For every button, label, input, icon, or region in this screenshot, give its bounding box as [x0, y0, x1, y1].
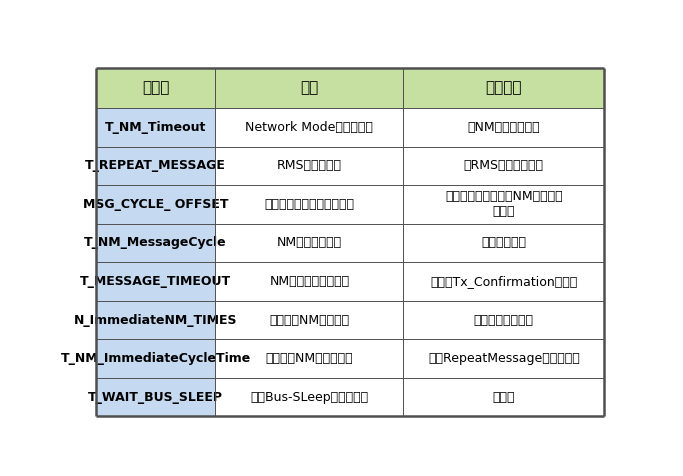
Text: NM报文发送周期: NM报文发送周期: [277, 237, 342, 249]
Text: 计数器: 计数器: [142, 80, 169, 96]
Bar: [96, 378, 215, 416]
Bar: [215, 262, 404, 301]
Bar: [404, 224, 604, 262]
Bar: [96, 68, 215, 108]
Bar: [404, 68, 604, 108]
Bar: [215, 301, 404, 339]
Bar: [96, 185, 215, 224]
Text: T_NM_ImmediateCycleTime: T_NM_ImmediateCycleTime: [61, 352, 251, 365]
Bar: [404, 108, 604, 147]
Bar: [404, 147, 604, 185]
Bar: [96, 224, 215, 262]
Bar: [96, 147, 215, 185]
Text: T_NM_Timeout: T_NM_Timeout: [105, 121, 206, 134]
Bar: [215, 147, 404, 185]
Bar: [404, 301, 604, 339]
Text: 接收到Tx_Confirmation会重置: 接收到Tx_Confirmation会重置: [430, 275, 577, 288]
Bar: [96, 301, 215, 339]
Text: 存在本地唤醒请求: 存在本地唤醒请求: [474, 314, 533, 327]
Text: Network Mode的超时阈值: Network Mode的超时阈值: [245, 121, 374, 134]
Text: 用于降低在启动发送NM报文时总
线负载: 用于降低在启动发送NM报文时总 线负载: [445, 190, 563, 218]
Text: 快速发送NM报文次数: 快速发送NM报文次数: [269, 314, 350, 327]
Bar: [404, 339, 604, 378]
Text: T_REPEAT_MESSAGE: T_REPEAT_MESSAGE: [85, 159, 226, 172]
Text: 在NM模式下会重置: 在NM模式下会重置: [467, 121, 540, 134]
Text: 超时之后重置: 超时之后重置: [482, 237, 527, 249]
Text: 注意事项: 注意事项: [486, 80, 522, 96]
Text: 在RMS模式下会重置: 在RMS模式下会重置: [464, 159, 544, 172]
Text: NM报文发送超时阈值: NM报文发送超时阈值: [269, 275, 350, 288]
Text: 等待Bus-SLeep的超时阈值: 等待Bus-SLeep的超时阈值: [251, 390, 368, 404]
Bar: [215, 68, 404, 108]
Text: T_WAIT_BUS_SLEEP: T_WAIT_BUS_SLEEP: [88, 390, 223, 404]
Text: N_ImmediateNM_TIMES: N_ImmediateNM_TIMES: [74, 314, 238, 327]
Bar: [215, 378, 404, 416]
Bar: [96, 262, 215, 301]
Text: T_NM_MessageCycle: T_NM_MessageCycle: [85, 237, 227, 249]
Text: MSG_CYCLE_ OFFSET: MSG_CYCLE_ OFFSET: [83, 198, 228, 211]
Text: 存在RepeatMessage请求会重置: 存在RepeatMessage请求会重置: [428, 352, 580, 365]
Bar: [404, 185, 604, 224]
Text: 含义: 含义: [301, 80, 318, 96]
Bar: [96, 339, 215, 378]
Bar: [215, 108, 404, 147]
Text: 快速发送NM报文的周期: 快速发送NM报文的周期: [266, 352, 353, 365]
Text: 发送第一帧报文的延迟时间: 发送第一帧报文的延迟时间: [264, 198, 354, 211]
Text: RMS的超时阈值: RMS的超时阈值: [277, 159, 342, 172]
Text: 可配置: 可配置: [492, 390, 515, 404]
Bar: [96, 108, 215, 147]
Bar: [215, 339, 404, 378]
Bar: [215, 224, 404, 262]
Bar: [215, 185, 404, 224]
Bar: [404, 378, 604, 416]
Text: T_MESSAGE_TIMEOUT: T_MESSAGE_TIMEOUT: [80, 275, 232, 288]
Bar: [404, 262, 604, 301]
